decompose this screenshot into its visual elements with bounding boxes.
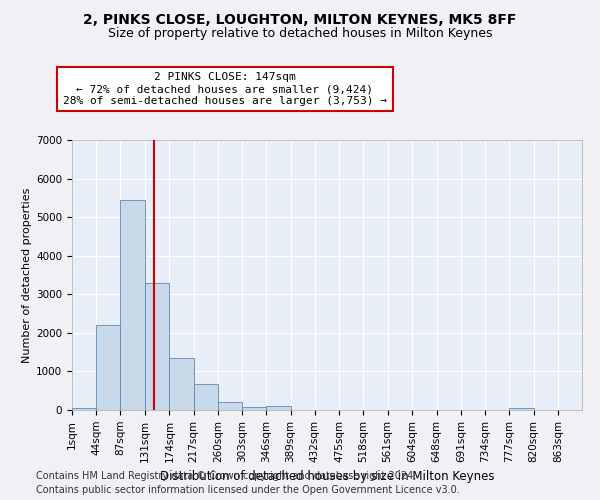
Bar bbox=[145, 282, 169, 410]
Text: Size of property relative to detached houses in Milton Keynes: Size of property relative to detached ho… bbox=[108, 28, 492, 40]
Y-axis label: Number of detached properties: Number of detached properties bbox=[22, 188, 32, 362]
Bar bbox=[266, 406, 290, 410]
Bar bbox=[169, 358, 194, 410]
Bar bbox=[218, 402, 242, 410]
Bar bbox=[72, 408, 96, 410]
X-axis label: Distribution of detached houses by size in Milton Keynes: Distribution of detached houses by size … bbox=[160, 470, 494, 483]
Bar bbox=[242, 406, 266, 410]
Text: Contains HM Land Registry data © Crown copyright and database right 2024.: Contains HM Land Registry data © Crown c… bbox=[36, 471, 416, 481]
Bar bbox=[96, 325, 121, 410]
Text: 2 PINKS CLOSE: 147sqm
← 72% of detached houses are smaller (9,424)
28% of semi-d: 2 PINKS CLOSE: 147sqm ← 72% of detached … bbox=[63, 72, 387, 106]
Text: Contains public sector information licensed under the Open Government Licence v3: Contains public sector information licen… bbox=[36, 485, 460, 495]
Bar bbox=[194, 384, 218, 410]
Bar bbox=[509, 408, 533, 410]
Text: 2, PINKS CLOSE, LOUGHTON, MILTON KEYNES, MK5 8FF: 2, PINKS CLOSE, LOUGHTON, MILTON KEYNES,… bbox=[83, 12, 517, 26]
Bar bbox=[121, 200, 145, 410]
